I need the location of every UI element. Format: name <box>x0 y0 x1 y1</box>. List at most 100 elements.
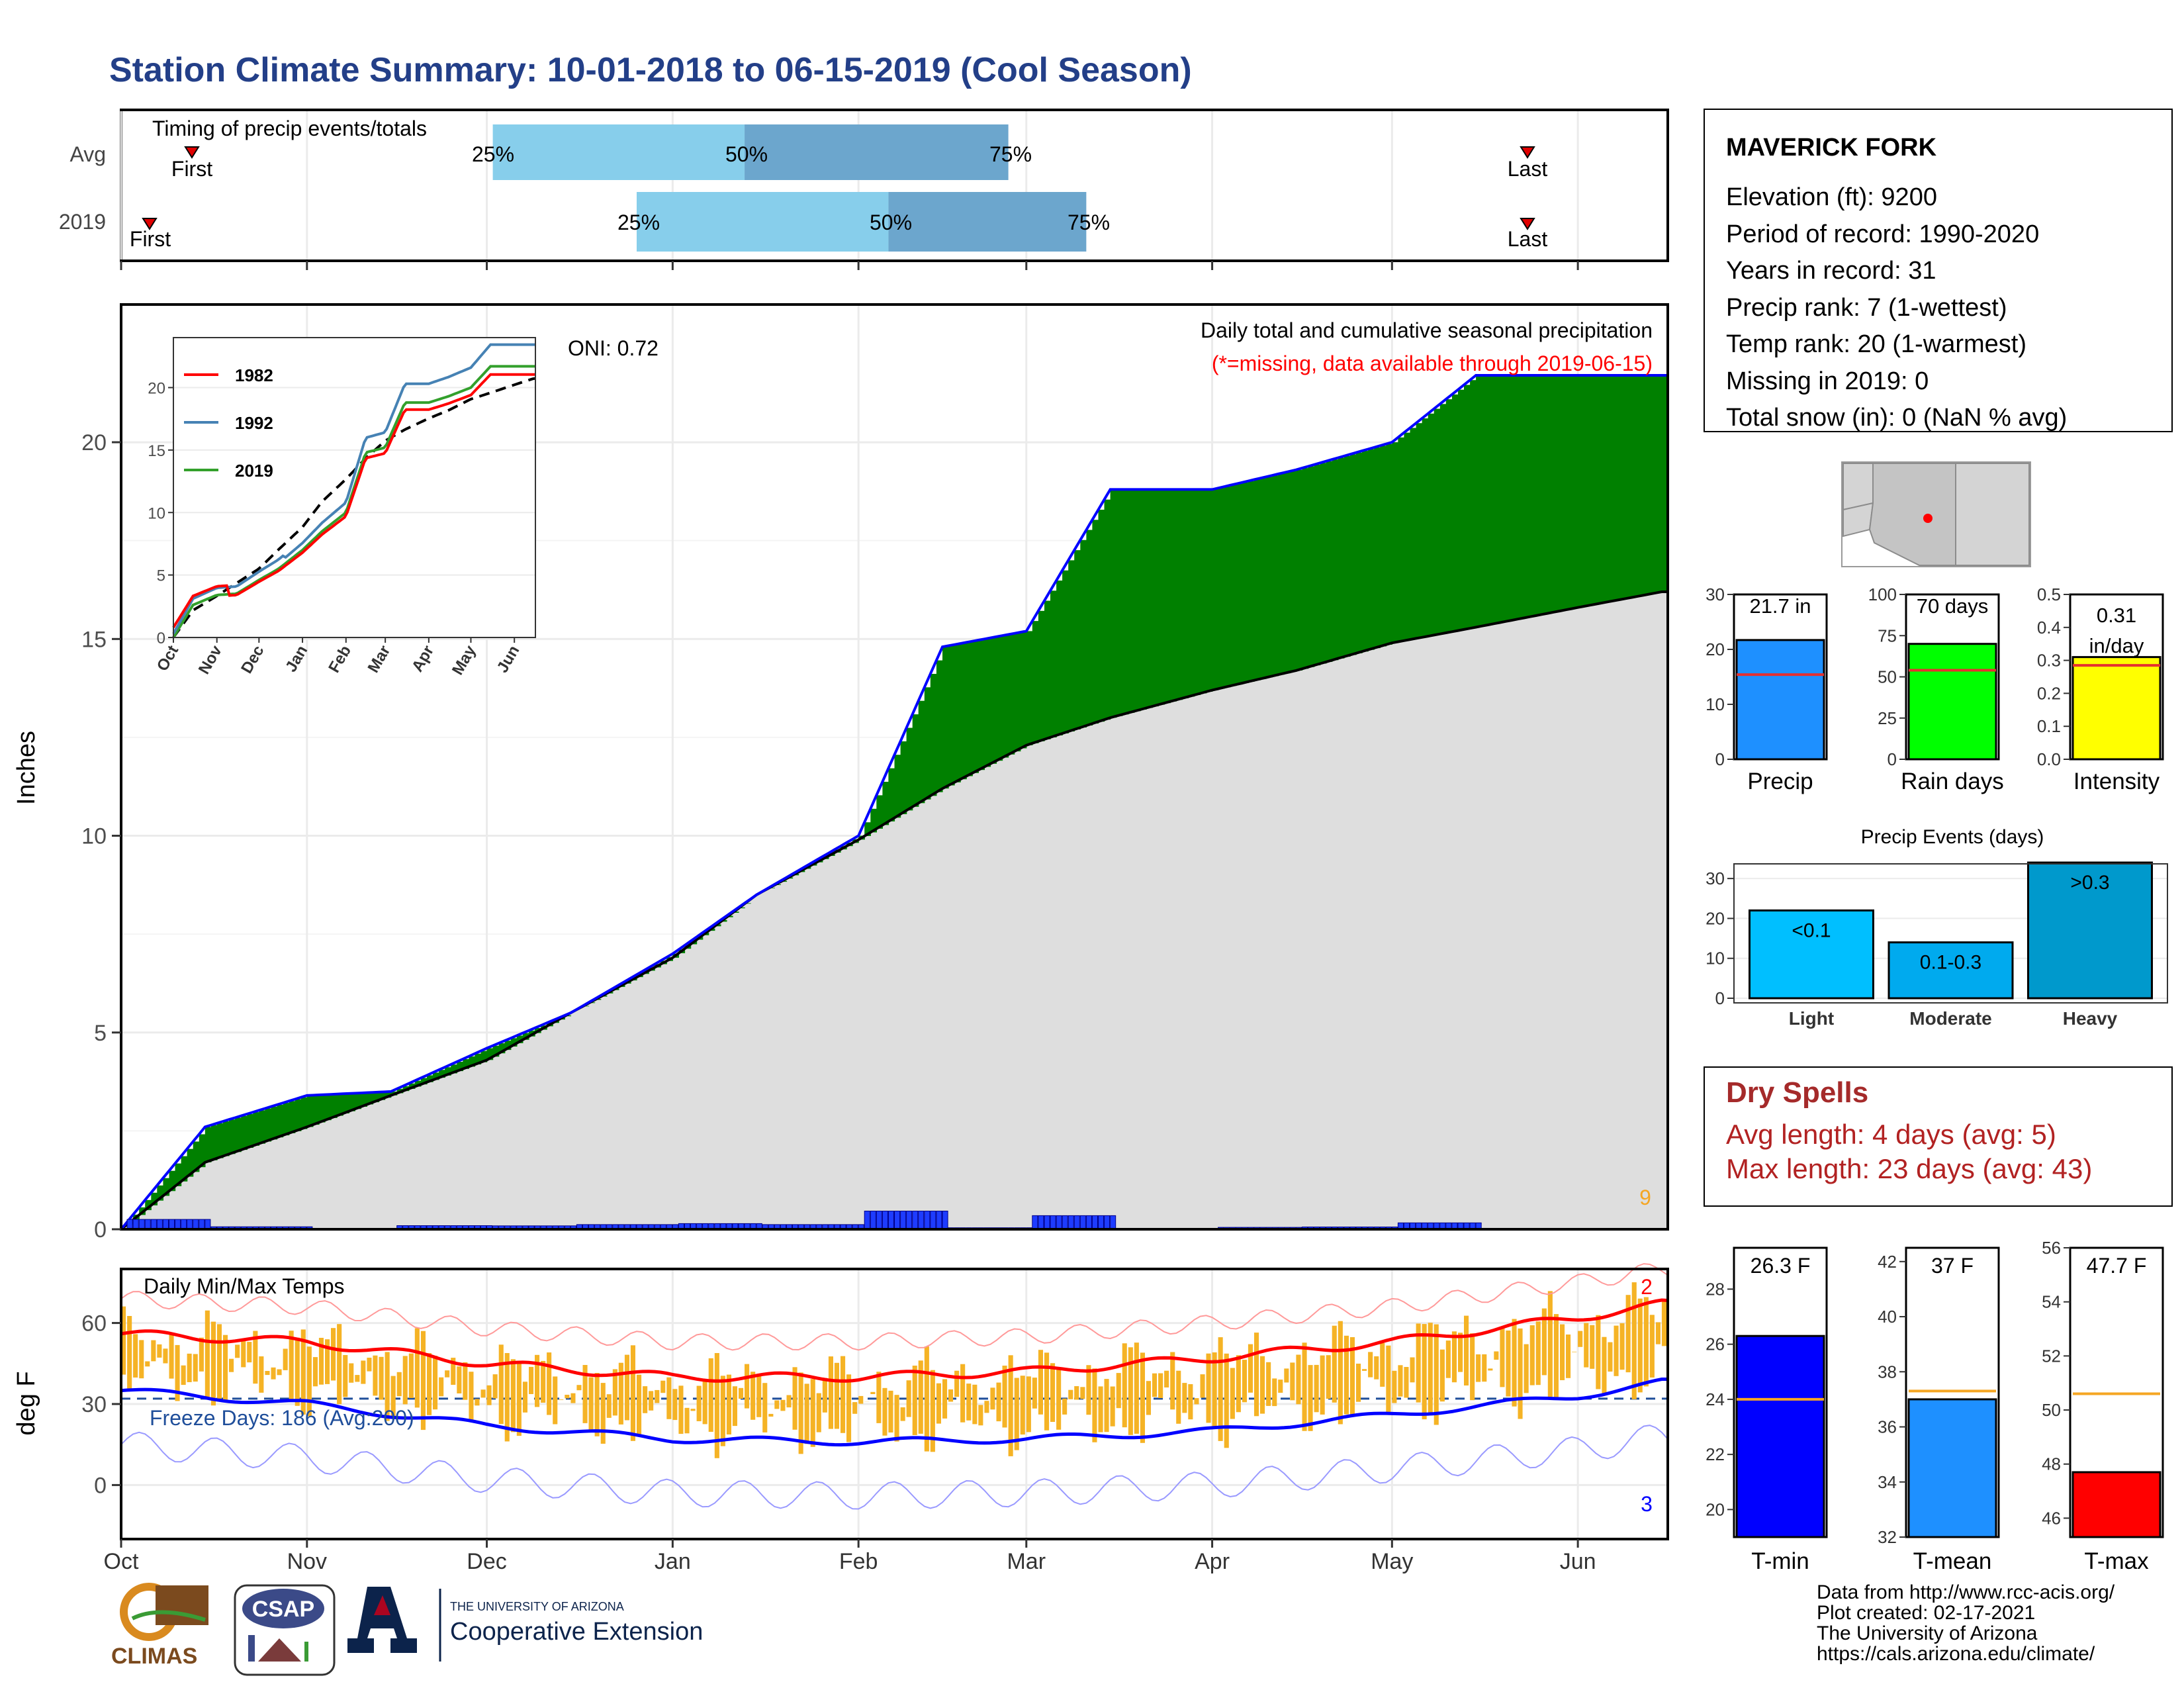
above-average-sliver <box>235 1117 242 1152</box>
events-y-tick-10: 10 <box>1706 949 1725 968</box>
above-average-sliver <box>882 782 889 825</box>
ua-big-text: Cooperative Extension <box>450 1618 703 1646</box>
daily-temp-range-bar <box>900 1407 905 1421</box>
daily-temp-range-bar <box>1284 1368 1289 1383</box>
above-average-sliver <box>175 1163 182 1186</box>
above-average-sliver <box>1182 489 1189 698</box>
above-average-sliver <box>966 642 973 776</box>
ua-logo: THE UNIVERSITY OF ARIZONA Cooperative Ex… <box>347 1587 703 1662</box>
daily-precip-bar <box>187 1219 193 1230</box>
daily-temp-range-bar <box>1458 1333 1463 1372</box>
daily-temp-range-bar <box>696 1385 702 1421</box>
dry-spells-frame <box>1704 1066 2173 1207</box>
temp-panel-frame-1 <box>1905 1246 2000 1538</box>
above-average-sliver <box>1038 610 1045 741</box>
above-average-sliver <box>1176 489 1183 700</box>
daily-temp-range-bar <box>565 1395 570 1399</box>
above-average-sliver <box>1655 375 1662 593</box>
above-average-sliver <box>1614 375 1621 601</box>
above-average-sliver <box>1422 418 1429 637</box>
above-average-sliver <box>1332 459 1339 661</box>
climas-logo-text: CLIMAS <box>111 1644 197 1669</box>
daily-temp-range-bar <box>751 1372 756 1420</box>
above-average-sliver <box>960 643 967 780</box>
above-average-sliver <box>1014 633 1021 752</box>
daily-temp-range-bar <box>1476 1354 1481 1382</box>
precip-panel: 0 5 10 15 20 Inches Daily total and cumulati… <box>13 303 1669 1243</box>
temp-count-top: 2 <box>1641 1275 1653 1299</box>
temp-panel-1-axis-label: T-mean <box>1913 1548 1992 1574</box>
events-category-light: Light <box>1789 1008 1834 1029</box>
daily-temp-range-bar <box>355 1375 360 1382</box>
daily-temp-range-bar <box>816 1393 821 1432</box>
daily-precip-bar <box>864 1211 870 1230</box>
daily-temp-range-bar <box>1338 1321 1343 1425</box>
daily-temp-range-bar <box>451 1358 456 1385</box>
above-average-sliver <box>1631 375 1639 598</box>
above-average-sliver <box>924 687 931 800</box>
daily-temp-range-bar <box>1320 1355 1325 1415</box>
daily-temp-range-bar <box>846 1374 852 1442</box>
above-average-sliver <box>1470 380 1477 629</box>
daily-temp-range-bar <box>396 1372 402 1397</box>
daily-temp-range-bar <box>618 1362 623 1425</box>
daily-temp-range-bar <box>1182 1383 1187 1413</box>
daily-temp-range-bar <box>643 1386 648 1413</box>
above-average-sliver <box>1349 454 1357 655</box>
daily-precip-bar <box>1050 1215 1056 1230</box>
daily-temp-range-bar <box>1661 1300 1666 1346</box>
above-average-sliver <box>295 1099 302 1131</box>
daily-temp-range-bar <box>373 1355 378 1396</box>
above-average-sliver <box>984 639 991 767</box>
above-average-sliver <box>936 660 943 792</box>
daily-temp-range-bar <box>655 1389 660 1403</box>
daily-temp-range-bar <box>535 1354 540 1407</box>
above-average-sliver <box>1278 474 1285 675</box>
temp-panel-1-tick-34: 34 <box>1878 1472 1897 1492</box>
precip-frame <box>120 303 1669 1231</box>
average-min-temp-line <box>120 1378 1668 1447</box>
csap-logo: CSAP <box>234 1584 336 1676</box>
daily-precip-bar <box>169 1219 175 1230</box>
daily-temp-range-bar <box>726 1374 731 1434</box>
daily-temp-range-bar <box>768 1413 774 1417</box>
temp-panel-2-value-label: 47.7 F <box>2087 1254 2147 1278</box>
daily-temp-range-bar <box>1356 1364 1361 1402</box>
daily-temp-range-bar <box>420 1331 426 1430</box>
daily-temp-range-bar <box>1116 1373 1121 1409</box>
events-frame <box>1733 863 2168 1004</box>
above-average-sliver <box>1661 375 1668 592</box>
above-average-sliver <box>216 1123 224 1158</box>
daily-precip-bar <box>942 1211 948 1230</box>
daily-temp-range-bar <box>1194 1398 1199 1405</box>
daily-temp-range-bar <box>349 1363 354 1383</box>
daily-temp-range-bar <box>936 1383 941 1424</box>
daily-temp-range-bar <box>157 1344 162 1358</box>
above-average-sliver <box>1152 489 1159 707</box>
logo-graphics: CLIMAS CSAP THE UNIVERSITY OF ARIZONA Co… <box>111 1583 703 1676</box>
above-average-sliver <box>187 1149 194 1177</box>
above-average-sliver <box>1200 489 1207 694</box>
temp-panel-2-tick-52: 52 <box>2042 1346 2061 1366</box>
above-average-sliver <box>990 637 997 764</box>
daily-temp-range-bar <box>660 1380 666 1393</box>
temp-panel-2-tick-54: 54 <box>2042 1292 2061 1312</box>
daily-temp-range-bar <box>942 1379 948 1419</box>
daily-temp-range-bar <box>541 1360 546 1403</box>
daily-precip-bar <box>876 1211 882 1230</box>
above-average-sliver <box>157 1185 163 1201</box>
above-average-sliver <box>1596 375 1602 604</box>
daily-temp-range-bar <box>1608 1342 1613 1372</box>
daily-temp-range-bar <box>1343 1335 1349 1415</box>
daily-temp-range-bar <box>637 1374 642 1436</box>
daily-precip-bar <box>918 1211 925 1230</box>
above-average-sliver <box>1433 408 1441 635</box>
station-location-dot <box>1923 514 1933 523</box>
daily-temp-range-bar <box>216 1324 222 1399</box>
above-average-sliver <box>1320 463 1327 664</box>
above-average-sliver <box>451 1064 457 1074</box>
above-average-sliver <box>745 903 751 904</box>
daily-temp-range-bar <box>312 1357 318 1387</box>
above-average-sliver <box>522 1033 529 1040</box>
record-high-line <box>120 1263 1668 1351</box>
